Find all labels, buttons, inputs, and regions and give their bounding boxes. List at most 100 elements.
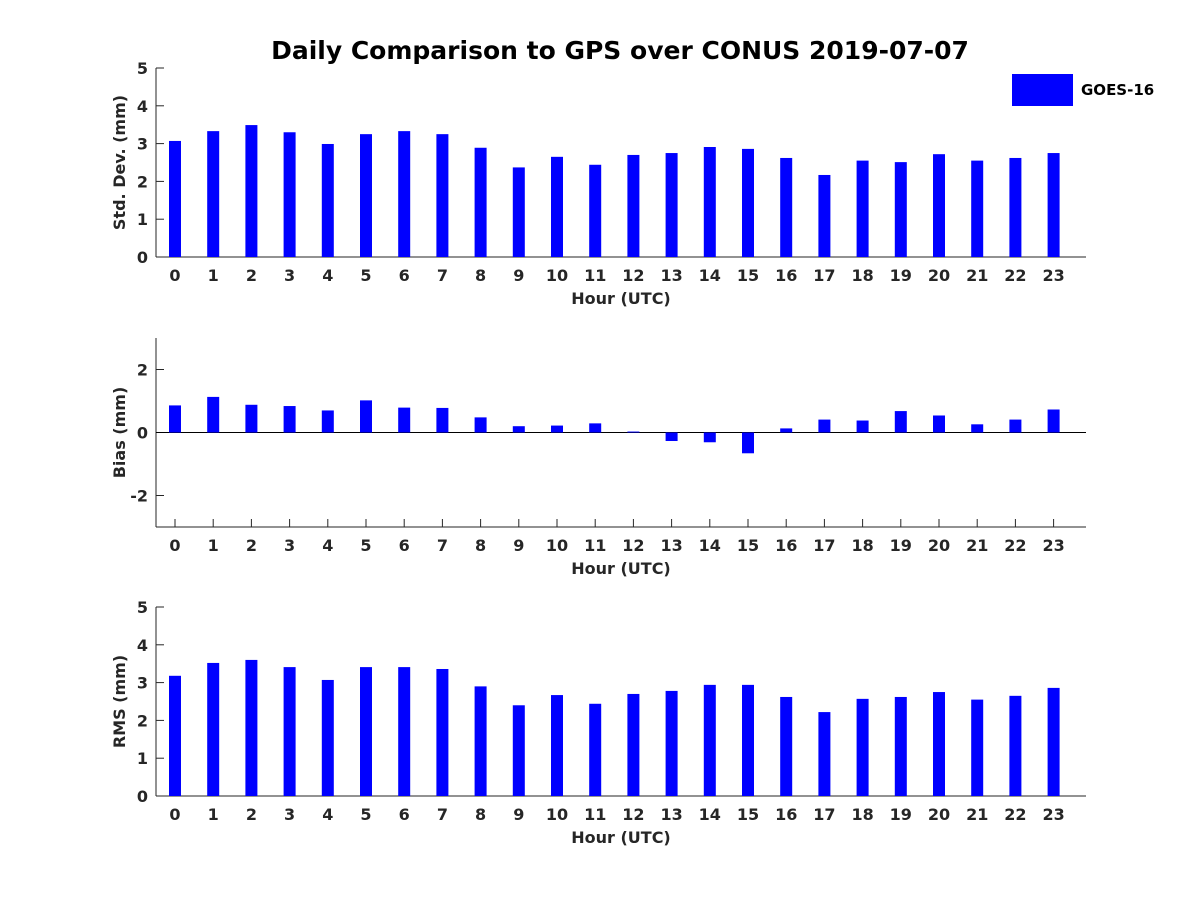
bar-hour-12	[627, 693, 640, 796]
bar-hour-10	[551, 695, 563, 796]
x-tick-label: 16	[775, 266, 797, 285]
x-tick-label: 6	[399, 536, 410, 555]
bar-hour-3	[283, 667, 296, 796]
bar-hour-5	[360, 400, 372, 433]
bar-hour-11	[589, 703, 602, 796]
x-tick-label: 12	[622, 266, 644, 285]
y-tick-label: 2	[137, 711, 148, 730]
bar-hour-16	[780, 696, 793, 796]
y-tick-label: 3	[137, 674, 148, 693]
bar-hour-12	[627, 431, 640, 433]
bar-hour-15	[742, 148, 754, 257]
x-tick-label: 5	[360, 266, 371, 285]
bar-hour-20	[933, 154, 945, 257]
x-tick-label: 14	[699, 536, 721, 555]
bar-hour-6	[398, 667, 411, 796]
x-tick-label: 4	[322, 536, 333, 555]
bar-hour-6	[398, 131, 411, 257]
x-tick-label: 6	[399, 805, 410, 824]
bar-hour-10	[551, 156, 563, 257]
x-axis-label: Hour (UTC)	[571, 289, 671, 308]
x-tick-label: 14	[699, 266, 721, 285]
x-tick-label: 8	[475, 805, 486, 824]
bar-hour-1	[207, 662, 220, 796]
bar-hour-11	[589, 164, 602, 257]
bar-hour-19	[894, 696, 907, 796]
y-tick-label: 0	[137, 424, 148, 443]
bar-hour-14	[703, 147, 716, 257]
bar-hour-23	[1047, 409, 1060, 433]
bar-hour-2	[245, 659, 258, 796]
bar-hour-2	[245, 404, 258, 433]
bar-hour-1	[207, 131, 220, 257]
x-tick-label: 17	[813, 266, 835, 285]
x-tick-label: 13	[660, 266, 682, 285]
bar-hour-9	[512, 426, 525, 433]
x-tick-label: 11	[584, 805, 606, 824]
bar-hour-16	[780, 428, 793, 433]
legend-swatch	[1012, 74, 1073, 106]
bar-hour-14	[703, 684, 716, 796]
x-tick-label: 1	[208, 805, 219, 824]
bar-hour-14	[703, 432, 716, 443]
y-tick-label: -2	[130, 487, 148, 506]
x-tick-label: 2	[246, 266, 257, 285]
x-tick-label: 3	[284, 536, 295, 555]
x-tick-label: 20	[928, 266, 950, 285]
y-tick-label: 2	[137, 361, 148, 380]
y-axis-label: Std. Dev. (mm)	[110, 95, 129, 230]
x-tick-label: 21	[966, 266, 988, 285]
bar-hour-21	[971, 699, 984, 796]
bar-hour-23	[1047, 687, 1060, 796]
bar-hour-5	[360, 134, 372, 257]
x-tick-label: 0	[169, 536, 180, 555]
y-tick-label: 0	[137, 787, 148, 806]
x-tick-label: 8	[475, 536, 486, 555]
legend: GOES-16	[1012, 74, 1154, 106]
bar-hour-9	[512, 167, 525, 257]
bar-hour-10	[551, 425, 563, 433]
bar-hour-18	[856, 698, 869, 796]
bar-hour-4	[321, 143, 334, 257]
y-tick-label: 4	[137, 97, 148, 116]
bar-hour-7	[436, 134, 449, 257]
x-tick-label: 17	[813, 536, 835, 555]
bar-hour-3	[283, 132, 296, 257]
bar-hour-3	[283, 406, 296, 433]
x-tick-label: 2	[246, 536, 257, 555]
bar-hour-4	[321, 679, 334, 796]
bar-hour-12	[627, 154, 640, 257]
x-tick-label: 16	[775, 536, 797, 555]
x-tick-label: 18	[851, 266, 873, 285]
y-tick-label: 0	[137, 248, 148, 267]
x-tick-label: 23	[1042, 805, 1064, 824]
x-tick-label: 2	[246, 805, 257, 824]
bar-hour-13	[665, 153, 678, 257]
bar-hour-20	[933, 415, 945, 433]
x-tick-label: 7	[437, 805, 448, 824]
x-tick-label: 1	[208, 266, 219, 285]
x-tick-label: 19	[890, 536, 912, 555]
x-tick-label: 4	[322, 266, 333, 285]
x-tick-label: 6	[399, 266, 410, 285]
x-tick-label: 22	[1004, 266, 1026, 285]
x-tick-label: 15	[737, 536, 759, 555]
x-tick-label: 7	[437, 266, 448, 285]
x-tick-label: 20	[928, 805, 950, 824]
x-tick-label: 3	[284, 805, 295, 824]
x-tick-label: 11	[584, 536, 606, 555]
bar-hour-19	[894, 162, 907, 257]
x-tick-label: 20	[928, 536, 950, 555]
x-tick-label: 15	[737, 266, 759, 285]
bar-hour-0	[169, 675, 181, 796]
y-tick-label: 1	[137, 749, 148, 768]
x-tick-label: 21	[966, 805, 988, 824]
x-tick-label: 22	[1004, 536, 1026, 555]
x-tick-label: 18	[851, 805, 873, 824]
bar-hour-13	[665, 690, 678, 796]
x-tick-label: 18	[851, 536, 873, 555]
x-tick-label: 10	[546, 805, 568, 824]
